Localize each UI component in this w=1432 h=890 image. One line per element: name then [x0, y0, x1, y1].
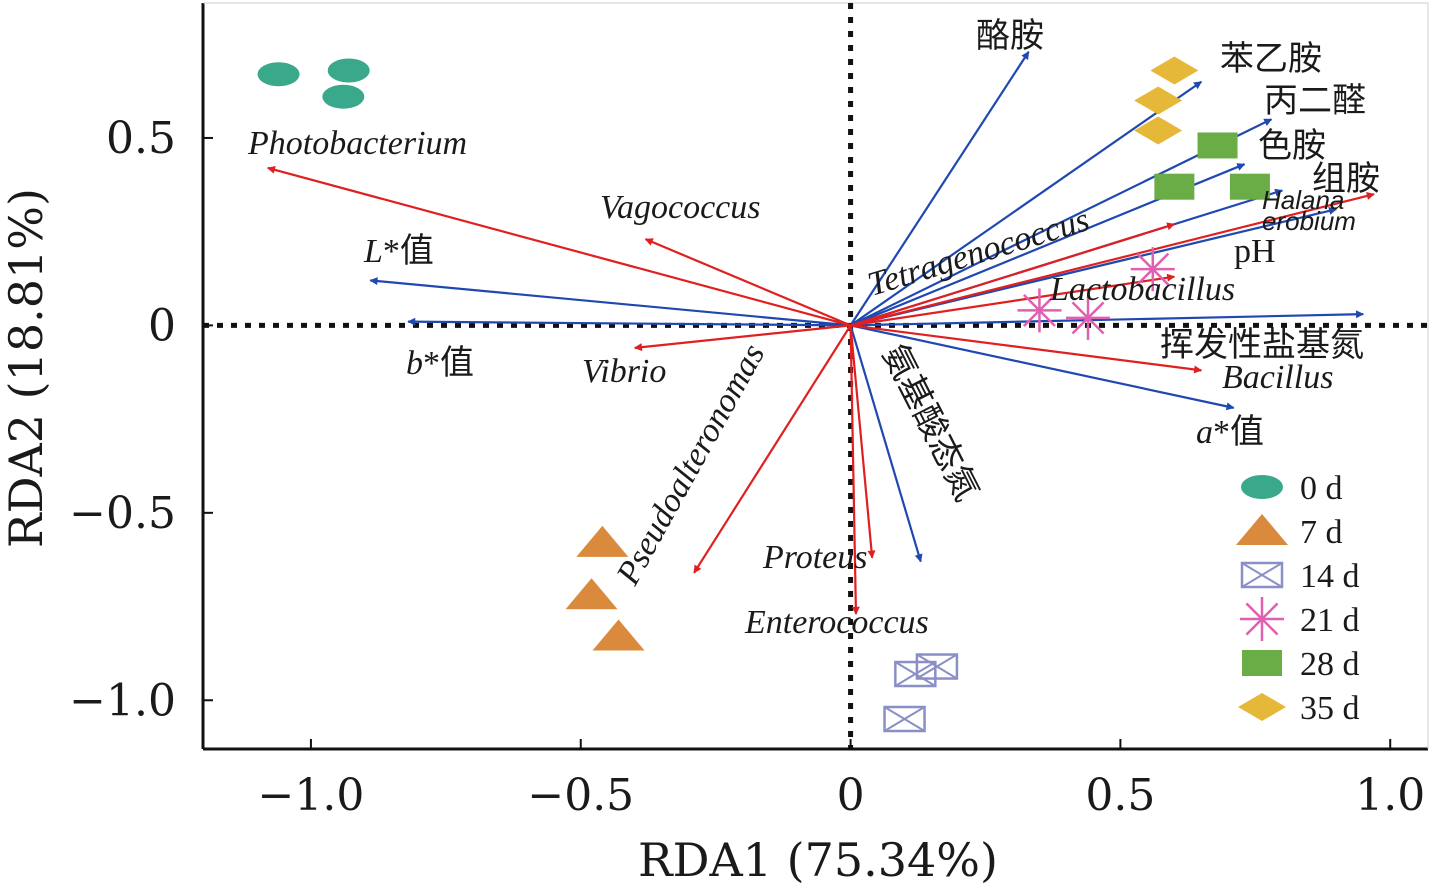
point-14-d: [883, 705, 926, 733]
env-arrow: [850, 310, 1365, 327]
species-arrow-halanaerobium: [850, 192, 1375, 327]
label-env: 苯乙胺: [1220, 40, 1322, 78]
label-env: 色胺: [1258, 127, 1326, 165]
label-enterococcus: Enterococcus: [744, 604, 929, 641]
label-env: 酪胺: [976, 17, 1044, 55]
point-7-d: [565, 578, 618, 610]
species-arrow-lactobacillus: [850, 273, 1176, 327]
env-arrow: [849, 325, 923, 563]
legend-marker-35-d: [1238, 693, 1286, 721]
plot-frame: [201, 2, 1429, 751]
species-arrow-enterococcus: [849, 325, 860, 615]
point-14-d: [915, 653, 959, 680]
label-env: b*值: [406, 344, 474, 382]
legend-label-7-d: 7 d: [1300, 514, 1343, 551]
label-bacillus: Bacillus: [1222, 359, 1333, 396]
point-35-d: [1134, 116, 1183, 145]
y-tick-label: 0.5: [106, 113, 176, 164]
env-arrow: [849, 80, 1203, 327]
label-env: pH: [1234, 233, 1276, 270]
legend: 0 d 7 d 14 d 21 d 28 d 35 d: [1236, 470, 1360, 727]
axis-ticks: −1.0 −0.5 0 0.5 1.0 0.5 0 −0.5 −1.0: [69, 113, 1425, 821]
environmental-arrows: [369, 51, 1365, 563]
x-axis-title: RDA1 (75.34%): [638, 833, 998, 887]
legend-label-35-d: 35 d: [1300, 690, 1360, 727]
point-28-d: [1154, 173, 1195, 200]
x-tick-label: 1.0: [1355, 770, 1425, 821]
x-tick-label: −0.5: [527, 770, 634, 821]
sample-points: [257, 56, 1270, 733]
label-env: 丙二醛: [1264, 82, 1366, 120]
y-tick-label: 0: [148, 300, 176, 351]
env-arrow: [849, 51, 1030, 326]
species-arrow-vibrio: [633, 324, 851, 352]
species-arrow-photobacterium: [266, 165, 851, 327]
point-21-d: [1017, 288, 1062, 333]
point-7-d: [576, 525, 629, 557]
env-arrow: [407, 317, 851, 327]
point-21-d: [1066, 295, 1111, 340]
point-7-d: [592, 619, 645, 651]
legend-marker-7-d: [1236, 514, 1288, 545]
legend-label-0-d: 0 d: [1300, 470, 1343, 507]
point-35-d: [1150, 56, 1199, 85]
y-tick-label: −0.5: [69, 488, 176, 539]
point-28-d: [1197, 132, 1238, 159]
point-35-d: [1134, 86, 1183, 115]
point-0-d: [327, 58, 370, 83]
label-env: 挥发性盐基氮: [1160, 326, 1364, 364]
point-14-d: [894, 660, 937, 688]
legend-label-21-d: 21 d: [1300, 602, 1360, 639]
label-lactobacillus: Lactobacillus: [1049, 271, 1235, 308]
legend-marker-28-d: [1242, 650, 1282, 676]
legend-marker-21-d: [1240, 597, 1284, 641]
legend-label-14-d: 14 d: [1300, 558, 1360, 595]
point-21-d: [1130, 247, 1175, 292]
point-28-d: [1229, 173, 1270, 200]
legend-marker-0-d: [1241, 475, 1283, 499]
x-tick-label: −1.0: [258, 770, 365, 821]
label-proteus: Proteus: [762, 539, 868, 576]
label-vibrio: Vibrio: [582, 353, 666, 390]
label-env: L*值: [363, 232, 434, 270]
label-photobacterium: Photobacterium: [247, 125, 467, 162]
label-env: 氨基酸态氮: [875, 338, 986, 507]
species-arrow-vagococcus: [644, 238, 852, 327]
species-arrow-proteus: [849, 325, 876, 559]
species-arrow-bacillus: [850, 324, 1203, 374]
species-arrow-tetragenococcus: [850, 222, 1176, 327]
label-vagococcus: Vagococcus: [600, 189, 761, 226]
x-tick-label: 0: [837, 770, 865, 821]
species-arrow-pseudoalteronomas: [693, 324, 852, 574]
zero-lines: [203, 3, 1428, 749]
label-env: 组胺: [1312, 160, 1380, 198]
label-halanaerobium: Halana erobium: [1262, 185, 1356, 236]
point-0-d: [257, 62, 300, 87]
y-tick-label: −1.0: [69, 675, 176, 726]
species-arrows: [266, 165, 1375, 615]
label-env: a*值: [1196, 413, 1264, 451]
legend-label-28-d: 28 d: [1300, 646, 1360, 683]
x-tick-label: 0.5: [1085, 770, 1155, 821]
env-arrow: [850, 324, 1235, 411]
legend-marker-14-d: [1240, 561, 1284, 589]
point-0-d: [322, 84, 365, 109]
y-axis-title: RDA2 (18.81%): [0, 188, 53, 548]
env-arrow: [369, 277, 851, 327]
